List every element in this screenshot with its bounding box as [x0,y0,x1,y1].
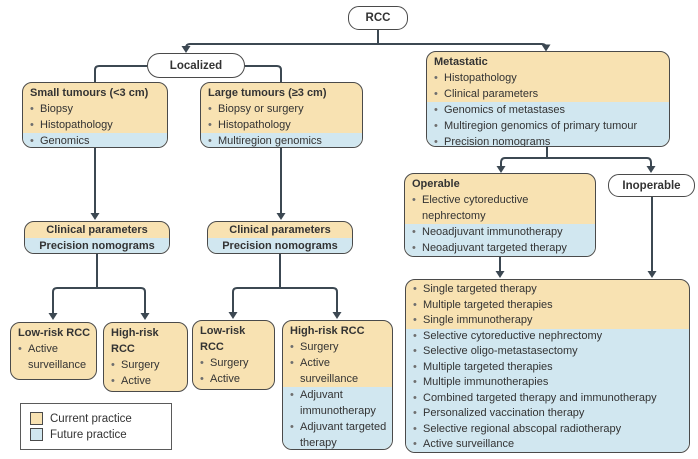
arrowhead-inoperable-treatments [647,271,657,278]
list-item: Genomics of metastases [427,102,669,118]
list-item: Adjuvant immunotherapy [283,387,392,419]
node-localized: Localized [147,53,245,78]
arrowhead-to-clin-left [90,213,100,220]
arrowhead-to-high-risk-2 [332,312,342,319]
node-metastatic-treatments: Single targeted therapy Multiple targete… [405,279,690,453]
list-item: Clinical parameters [427,86,669,102]
list-item: Biopsy or surgery [201,101,362,117]
list-item: Genomics [23,133,167,147]
node-clinical-parameters-left: Clinical parameters Precision nomograms [24,221,170,254]
list-item: Combined targeted therapy and immunother… [406,390,689,406]
node-small-tumours: Small tumours (<3 cm) Biopsy Histopathol… [22,82,168,148]
clinical-parameters-row: Clinical parameters [229,224,331,236]
list-item: Active surveillance [406,437,689,452]
list-item: Active surveillance [11,341,96,379]
precision-nomograms-row: Precision nomograms [208,238,352,253]
arrowhead-to-localized [181,46,191,53]
node-large-tumours: Large tumours (≥3 cm) Biopsy or surgery … [200,82,363,148]
arrowhead-to-high-risk-1 [140,313,150,320]
list-item: Single targeted therapy [406,282,689,298]
list-item: Adjuvant targeted therapy [283,419,392,449]
list-item: Histopathology [23,117,167,133]
list-item: Single immunotherapy [406,313,689,329]
node-clinical-parameters-mid: Clinical parameters Precision nomograms [207,221,353,254]
list-item: Surgery [283,339,392,355]
list-item: Multiregion genomics of primary tumour [427,118,669,134]
line-clin-left-split [52,287,146,314]
arrowhead-to-low-risk-2 [228,312,238,319]
list-item: Histopathology [201,117,362,133]
line-clin-mid-split [232,287,338,313]
node-low-risk-rcc-left: Low-risk RCC Active surveillance [10,322,97,380]
node-rcc-label: RCC [365,12,391,24]
arrowhead-to-metastatic [541,44,551,52]
list-item: Active surveillance [193,371,274,389]
node-high-risk-title: High-risk RCC [111,327,159,355]
node-high-risk-rcc-left: High-risk RCC Surgery Active surveillanc… [103,322,188,392]
list-item: Selective regional abscopal radiotherapy [406,421,689,437]
list-item: Surgery [193,355,274,371]
node-low-risk-title: Low-risk RCC [200,325,246,353]
legend-swatch-current-practice [30,412,43,425]
legend-swatch-future-practice [30,428,43,441]
legend: Current practice Future practice [20,403,172,450]
list-item: Neoadjuvant immunotherapy [405,224,595,240]
list-item: Selective cytoreductive nephrectomy [406,328,689,344]
node-metastatic-title: Metastatic [434,56,488,68]
legend-item-future: Future practice [30,428,171,441]
list-item: Neoadjuvant targeted therapy [405,240,595,256]
node-inoperable-label: Inoperable [622,179,681,192]
arrowhead-to-operable [496,166,506,173]
node-rcc: RCC [348,6,408,30]
node-metastatic: Metastatic Histopathology Clinical param… [426,51,670,147]
arrowhead-to-inoperable [646,166,656,173]
list-item: Selective oligo-metastasectomy [406,344,689,360]
arrowhead-to-low-risk-1 [48,313,58,320]
node-low-risk-rcc-mid: Low-risk RCC Surgery Active surveillance [192,320,275,390]
node-high-risk-title: High-risk RCC [290,325,365,337]
node-high-risk-rcc-mid: High-risk RCC Surgery Active surveillanc… [282,320,393,450]
list-item: Surgery [104,357,187,373]
list-item: Elective cytoreductive nephrectomy [405,192,595,224]
legend-label: Current practice [50,412,132,425]
list-item: Personalized vaccination therapy [406,406,689,422]
node-operable: Operable Elective cytoreductive nephrect… [404,173,596,257]
list-item: Multiple targeted therapies [406,298,689,314]
list-item: Precision nomograms [427,134,669,146]
node-inoperable: Inoperable [608,174,695,197]
list-item: Multiple targeted therapies [406,359,689,375]
line-metastatic-split [500,157,652,167]
legend-item-current: Current practice [30,412,171,425]
list-item: Active surveillance [283,355,392,387]
clinical-parameters-row: Clinical parameters [46,224,148,236]
arrowhead-to-clin-mid [276,213,286,220]
node-low-risk-title: Low-risk RCC [18,327,91,339]
list-item: Multiregion genomics [201,133,362,147]
list-item: Histopathology [427,70,669,86]
line-localized-to-small [94,65,147,83]
arrowhead-operable-treatments [495,271,505,278]
precision-nomograms-row: Precision nomograms [25,238,169,253]
line-localized-to-large [245,65,282,83]
list-item: Multiple immunotherapies [406,375,689,391]
node-small-tumours-title: Small tumours (<3 cm) [30,87,149,99]
line-rcc-crossbar [185,43,547,49]
list-item: Biopsy [23,101,167,117]
node-large-tumours-title: Large tumours (≥3 cm) [208,87,327,99]
legend-label: Future practice [50,428,127,441]
node-operable-title: Operable [412,178,460,190]
list-item: Active surveillance [104,373,187,391]
node-localized-label: Localized [169,59,223,72]
